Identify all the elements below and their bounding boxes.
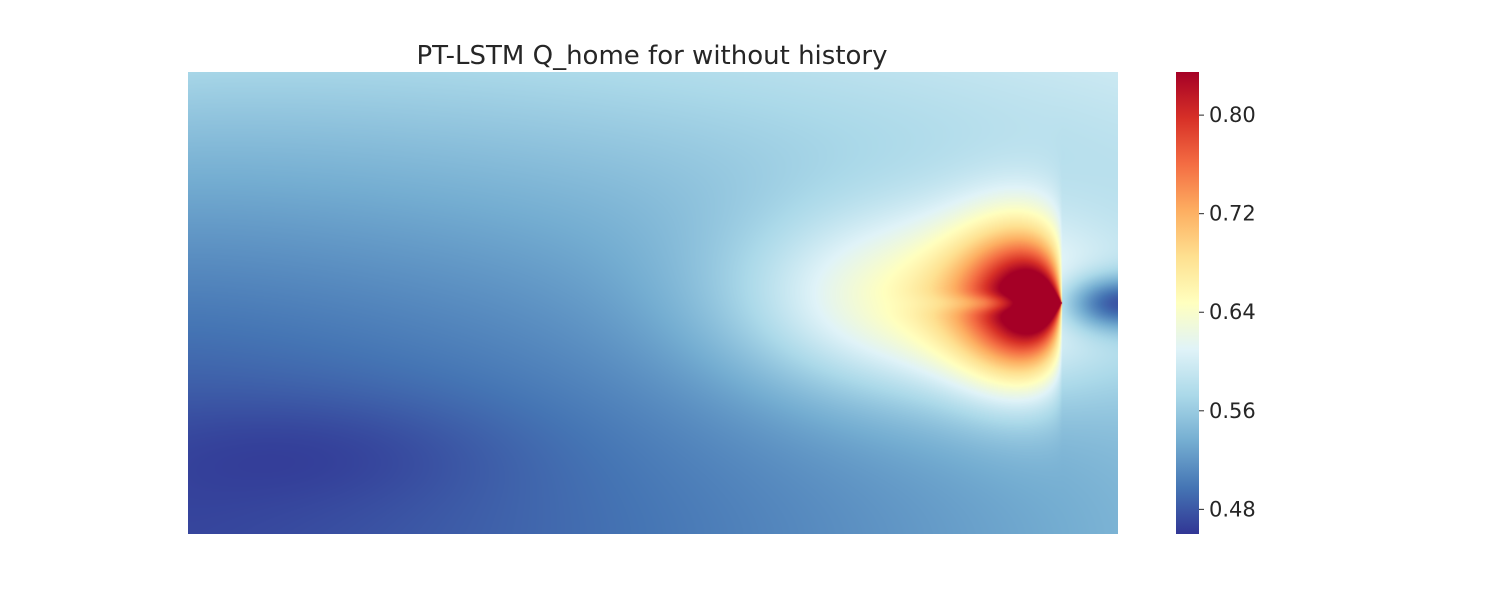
- colorbar: [1176, 72, 1199, 534]
- colorbar-tick-label: 0.80: [1209, 103, 1256, 127]
- heatmap-field: [188, 72, 1118, 534]
- colorbar-ticks: 0.48 0.56 0.64 0.72 0.80: [1199, 103, 1256, 521]
- colorbar-tick-label: 0.56: [1209, 399, 1256, 423]
- colorbar-tick-label: 0.72: [1209, 202, 1256, 226]
- colorbar-tick-label: 0.64: [1209, 300, 1256, 324]
- chart-title: PT-LSTM Q_home for without history: [416, 41, 887, 71]
- colorbar-tick-label: 0.48: [1209, 497, 1256, 521]
